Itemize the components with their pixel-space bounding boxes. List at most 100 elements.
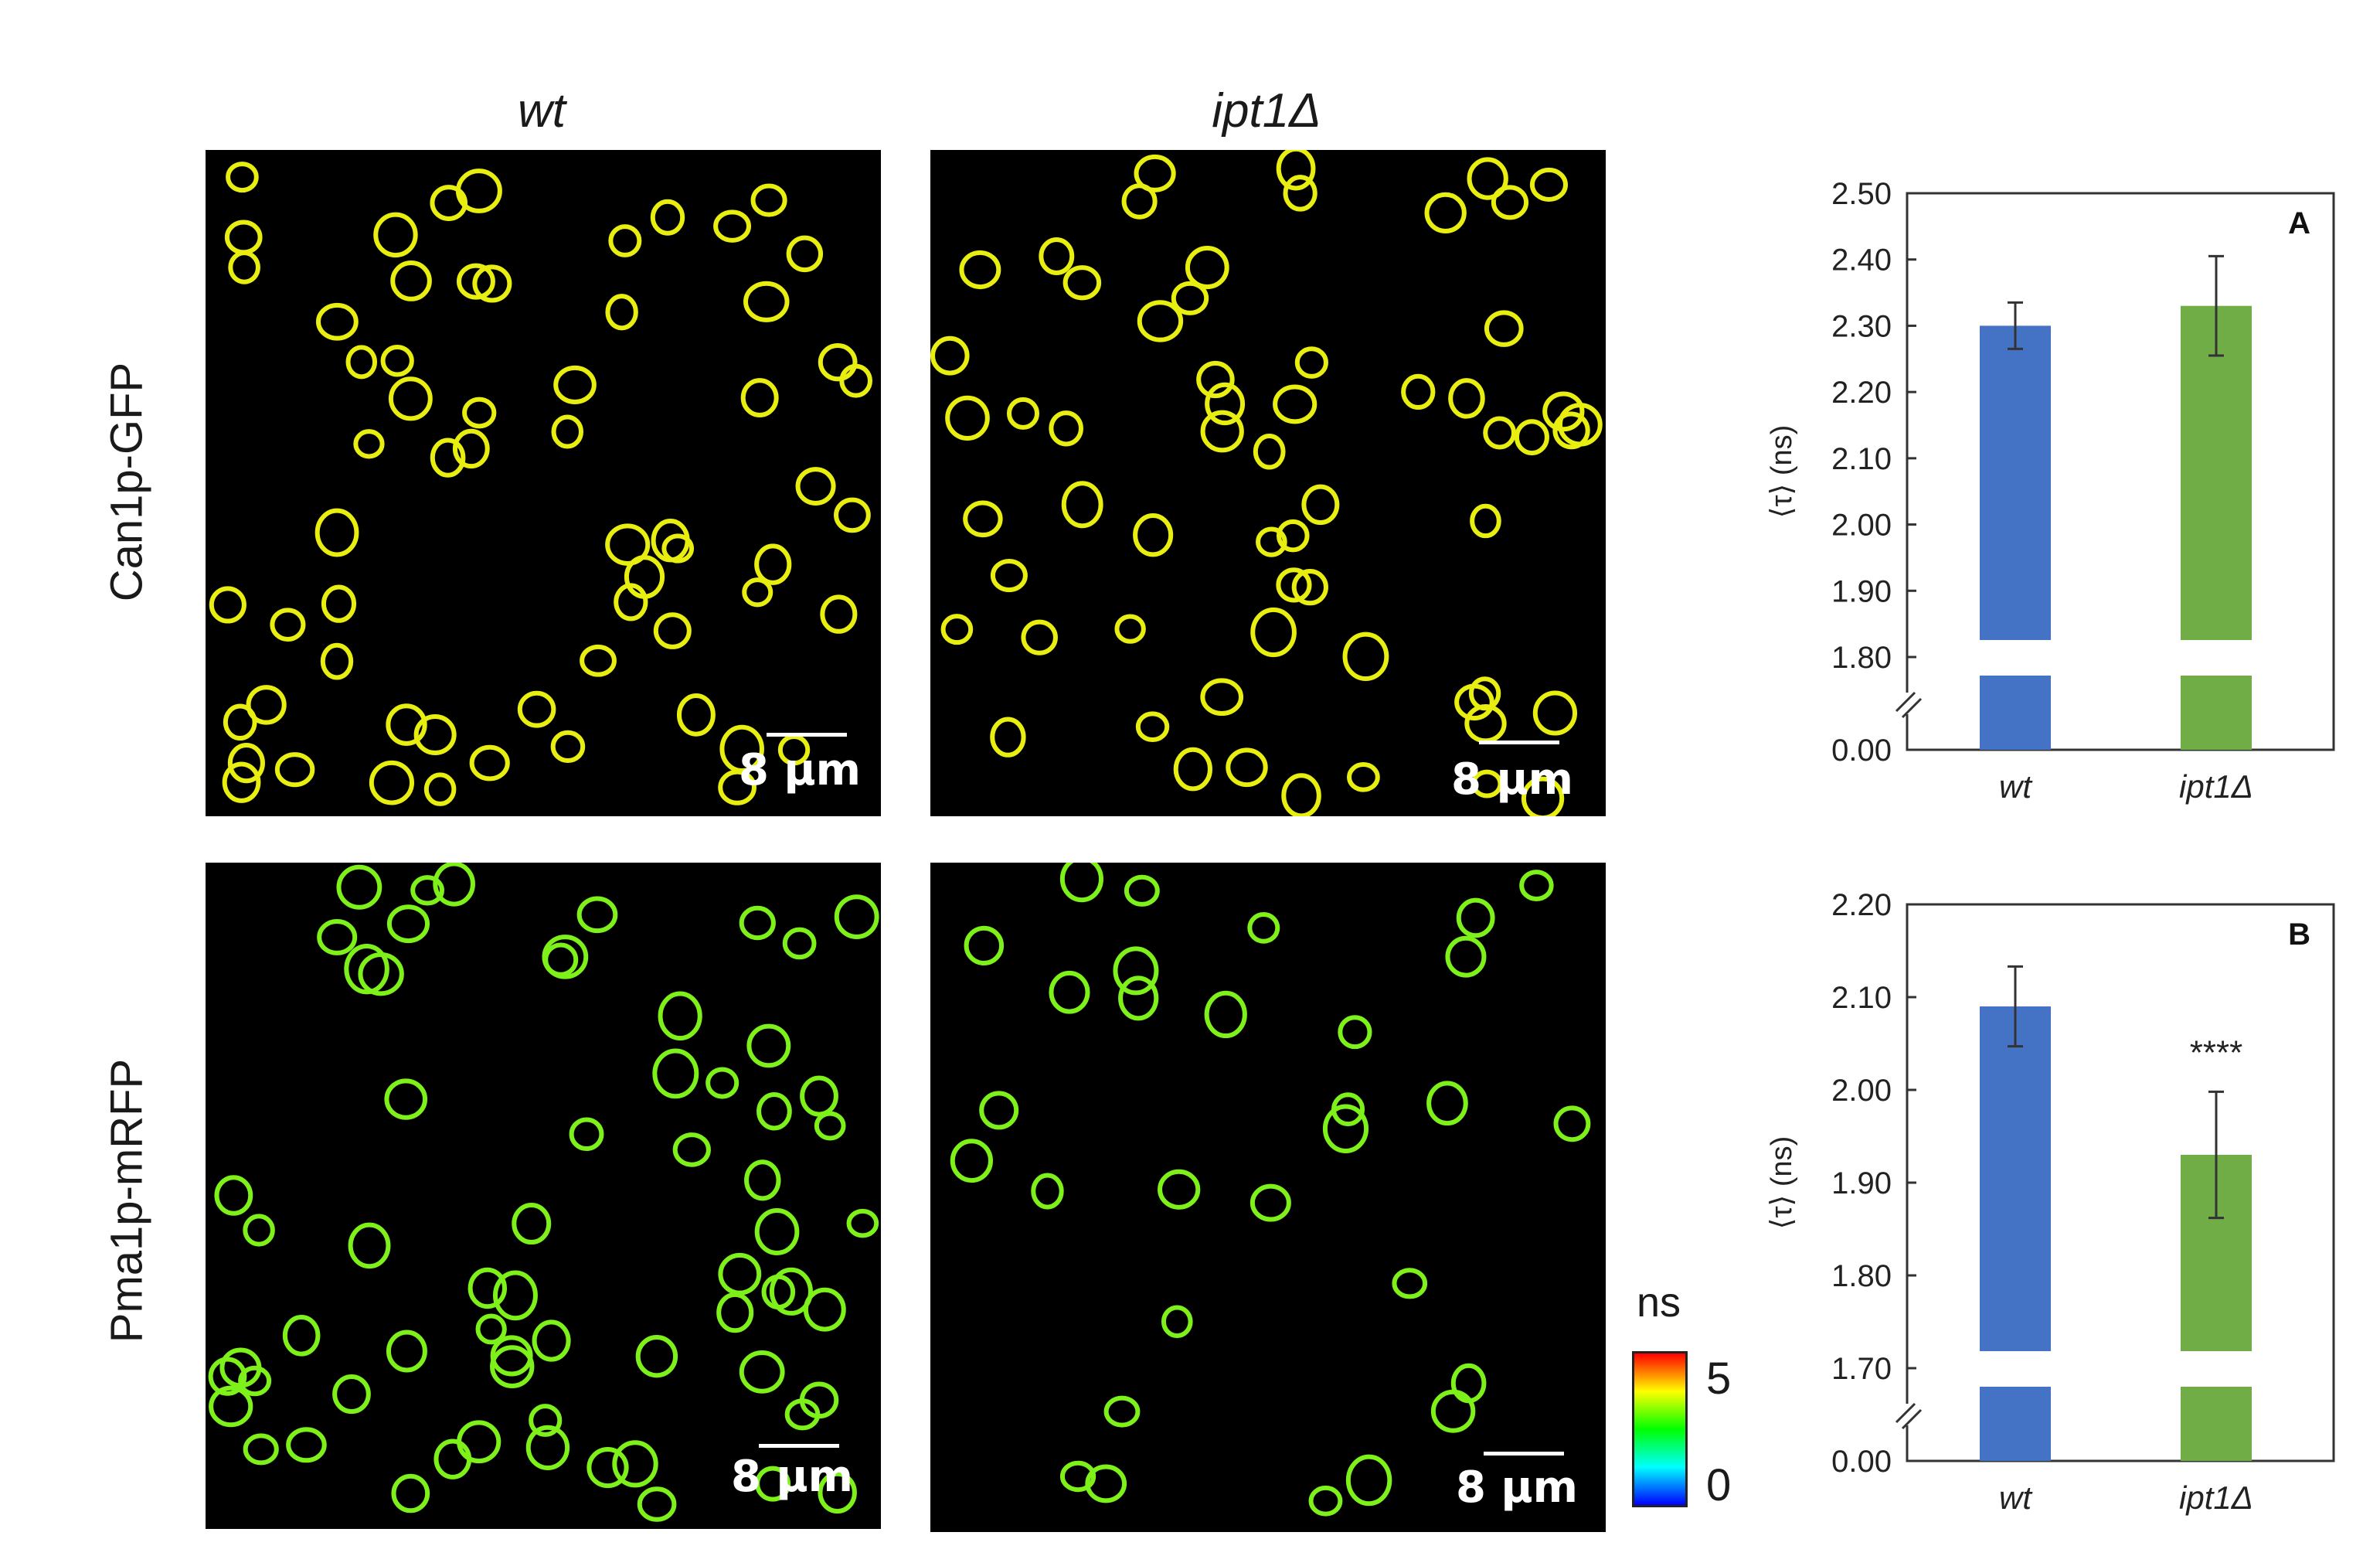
cell-layer — [209, 162, 872, 806]
yeast-cell — [716, 1292, 754, 1333]
yeast-cell — [1158, 1169, 1201, 1210]
yeast-cell — [517, 690, 556, 728]
yeast-cell — [1470, 503, 1501, 539]
yeast-cell — [586, 1446, 629, 1489]
y-tick-label: 1.80 — [1831, 641, 1892, 675]
yeast-cell — [1171, 281, 1209, 315]
yeast-cell — [930, 335, 970, 376]
yeast-cell — [672, 1132, 711, 1167]
yeast-cell — [605, 294, 638, 331]
yeast-cell — [1542, 391, 1585, 432]
yeast-cell — [1322, 1104, 1369, 1153]
yeast-cell — [1532, 690, 1578, 736]
yeast-cell — [1133, 512, 1174, 557]
yeast-cell — [457, 263, 495, 300]
yeast-cell — [1514, 419, 1549, 456]
yeast-cell — [1308, 1485, 1343, 1517]
axis-break-mark — [1895, 1402, 1916, 1424]
yeast-cell — [1114, 614, 1146, 644]
yeast-cell — [1250, 1183, 1291, 1222]
colorbar-max-label: 5 — [1706, 1353, 1732, 1404]
yeast-cell — [754, 543, 792, 585]
scale-bar — [767, 733, 847, 737]
yeast-cell — [739, 1350, 785, 1394]
yeast-cell — [754, 1208, 800, 1255]
colorbar-min-label: 0 — [1706, 1460, 1732, 1510]
yeast-cell — [1113, 946, 1159, 996]
micrograph-ipt1-pma1p: 8 μm — [930, 863, 1606, 1532]
yeast-cell — [608, 224, 642, 257]
yeast-cell — [344, 944, 389, 995]
yeast-cell — [744, 1159, 781, 1201]
yeast-cell — [434, 1439, 472, 1479]
yeast-cell — [761, 1274, 796, 1310]
yeast-cell — [1448, 378, 1485, 419]
plot-frame — [1906, 903, 2335, 1462]
colorbar-title: ns — [1637, 1279, 1681, 1326]
scale-bar — [759, 1444, 839, 1448]
yeast-cell — [839, 363, 872, 398]
scale-bar-label: 8 μm — [1456, 1462, 1579, 1513]
yeast-cell — [676, 693, 716, 737]
bar-chart-a: 2.50 2.40 2.30 2.20 2.10 2.00 1.90 1.80 0.00 ⟨τ⟩ … — [1766, 177, 2335, 805]
yeast-cell — [1552, 411, 1590, 450]
yeast-cell — [652, 1048, 699, 1099]
yeast-cell — [315, 302, 359, 341]
x-tick-label: ipt1Δ — [2179, 768, 2253, 805]
yeast-cell — [814, 1111, 846, 1141]
yeast-cell — [1283, 175, 1318, 212]
yeast-cell — [1291, 569, 1328, 606]
micrograph-wt-pma1p: 8 μm — [206, 863, 881, 1529]
yeast-cell — [227, 743, 265, 784]
yeast-cell — [529, 1404, 563, 1437]
yeast-cell — [1276, 150, 1316, 191]
yeast-cell — [274, 752, 315, 788]
yeast-cell — [525, 1425, 570, 1470]
yeast-cell — [990, 717, 1026, 758]
y-tick-label-baseline: 0.00 — [1831, 1445, 1892, 1479]
yeast-cell — [1553, 1105, 1591, 1142]
yeast-cell — [1062, 265, 1102, 301]
yeast-cell — [209, 1385, 253, 1428]
yeast-cell — [457, 1420, 502, 1464]
axis-break-gap — [1896, 693, 1918, 714]
scale-bar-label: 8 μm — [739, 745, 862, 795]
yeast-cell — [1200, 410, 1244, 453]
yeast-cell — [718, 1252, 762, 1296]
bar-stub-0 — [1980, 1387, 2051, 1461]
yeast-cell — [769, 1267, 813, 1316]
yeast-cell — [413, 713, 457, 756]
bar-chart-b: 2.20 2.10 2.00 1.90 1.80 1.70 0.00 ⟨τ⟩ (ns) Bwt i… — [1766, 888, 2335, 1516]
yeast-cell — [786, 235, 824, 273]
plot-frame — [1906, 192, 2335, 751]
y-tick-label: 1.90 — [1831, 574, 1892, 608]
yeast-cell — [1424, 192, 1467, 233]
yeast-cell — [1059, 863, 1103, 903]
y-tick-label: 2.00 — [1831, 1074, 1892, 1108]
y-tick-label: 2.40 — [1831, 243, 1892, 277]
axis-break-mark — [1901, 1408, 1923, 1430]
bar-stub-0 — [1980, 676, 2051, 750]
yeast-cell — [706, 1067, 740, 1099]
yeast-cell — [1006, 397, 1040, 430]
x-tick-label: wt — [1999, 1479, 2033, 1516]
yeast-cell — [1338, 1015, 1372, 1050]
y-tick-label: 2.20 — [1831, 376, 1892, 410]
yeast-cell — [1491, 185, 1529, 220]
yeast-cell — [475, 1313, 507, 1345]
yeast-cell — [743, 281, 790, 322]
yeast-cell — [1430, 1389, 1476, 1433]
yeast-cell — [219, 1347, 262, 1388]
y-tick-label: 2.20 — [1831, 888, 1892, 922]
y-tick-label: 2.30 — [1831, 309, 1892, 343]
axis-break-mark — [1895, 691, 1916, 713]
cell-layer — [208, 863, 879, 1522]
yeast-cell — [612, 1440, 658, 1488]
yeast-cell — [410, 875, 445, 906]
yeast-cell — [784, 1398, 821, 1431]
yeast-cell — [1471, 769, 1503, 798]
yeast-cell — [1103, 1395, 1141, 1428]
yeast-cell — [317, 919, 358, 955]
yeast-cell — [336, 864, 382, 910]
y-tick-label: 2.00 — [1831, 509, 1892, 543]
